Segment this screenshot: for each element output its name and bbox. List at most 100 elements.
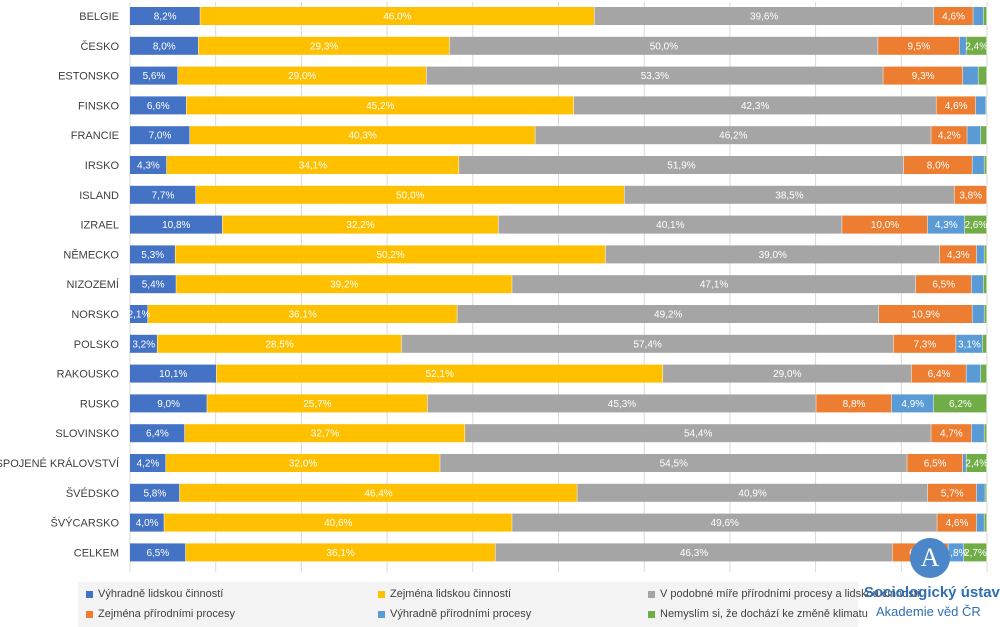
bar-segment [179, 483, 578, 502]
bar-segment [166, 156, 460, 174]
data-label: 10,0% [871, 220, 899, 231]
data-label: 8,8% [843, 399, 866, 410]
bar-segment [883, 66, 964, 85]
category-label: NĚMECKO [63, 248, 119, 261]
data-label: 50,0% [396, 190, 424, 201]
bar-segment [972, 156, 985, 174]
data-label: 3,1% [958, 339, 981, 350]
bar-segment [971, 424, 985, 443]
data-label: 4,6% [942, 12, 965, 23]
data-label: 32,0% [289, 459, 317, 470]
category-label: ČESKO [80, 40, 119, 53]
data-label: 6,5% [146, 548, 169, 559]
data-label: 4,7% [940, 429, 963, 440]
bar-segment [984, 156, 987, 174]
category-label: ŠVÝCARSKO [51, 517, 120, 530]
legend-item: V podobné míře přírodními procesy a lids… [648, 588, 920, 600]
data-label: 34,1% [299, 161, 327, 172]
bar-segment [200, 7, 595, 25]
category-label: ISLAND [79, 190, 119, 202]
bar-segment [891, 394, 934, 413]
bar-segment [939, 245, 977, 264]
data-label: 51,9% [667, 161, 695, 172]
legend-item: Zejména lidskou činností [378, 588, 511, 600]
bar-segment [605, 245, 940, 264]
data-label: 46,3% [680, 548, 708, 559]
category-label: SPOJENÉ KRÁLOVSTVÍ [0, 457, 120, 470]
bar-segment [130, 96, 187, 115]
legend-swatch [648, 610, 655, 618]
data-label: 29,0% [288, 71, 316, 82]
data-label: 5,6% [143, 71, 166, 82]
bar-segment [915, 275, 972, 294]
category-label: ESTONSKO [58, 71, 119, 83]
institution-logo: A Sociologický ústav Akademie věd ČR [860, 538, 1000, 627]
data-label: 3,8% [959, 190, 982, 201]
bar-segment [130, 215, 223, 234]
bar-segment [147, 305, 458, 323]
category-label: IZRAEL [80, 220, 119, 232]
bar-segment [130, 424, 185, 443]
data-label: 39,2% [330, 280, 358, 291]
data-label: 6,4% [928, 369, 951, 380]
legend: Výhradně lidskou činností Zejména lidskou… [78, 582, 920, 627]
bar-segment [130, 334, 158, 353]
bar-segment [130, 305, 148, 323]
logo-title: Sociologický ústav [864, 584, 1000, 601]
bar-segment [964, 215, 987, 234]
data-label: 7,7% [152, 190, 175, 201]
bar-segment [976, 245, 985, 264]
data-label: 2,4% [965, 459, 988, 470]
bar-segment [981, 126, 987, 145]
bar-segment [459, 156, 904, 174]
data-label: 25,7% [303, 399, 331, 410]
stacked-bar-chart: 8,2% 46,0% 39,6% 4,6% 8,0% 29,3% 50,0% 9,5% 2,4%… [0, 2, 988, 572]
bars: 8,2% 46,0% 39,6% 4,6% 8,0% 29,3% 50,0% 9,5% 2,4%… [128, 7, 988, 562]
bar-segment [907, 454, 964, 472]
data-label: 5,8% [143, 488, 166, 499]
data-label: 49,6% [711, 518, 739, 529]
bar-segment [937, 513, 977, 532]
bar-segment [157, 334, 402, 353]
bar-segment [911, 364, 967, 383]
legend-swatch [648, 590, 655, 598]
bar-segment [401, 334, 894, 353]
bar-segment [842, 215, 928, 234]
data-label: 8,0% [927, 161, 950, 172]
bar-segment [954, 185, 987, 204]
bar-segment [984, 245, 987, 264]
bar-segment [130, 36, 199, 55]
data-label: 32,7% [311, 429, 339, 440]
data-label: 39,0% [759, 250, 787, 261]
bar-segment [976, 513, 985, 532]
bar-segment [512, 275, 916, 294]
data-label: 36,1% [326, 548, 354, 559]
bar-segment [984, 305, 987, 323]
data-label: 42,3% [741, 101, 769, 112]
data-label: 46,2% [719, 131, 747, 142]
bar-segment [981, 364, 987, 383]
data-label: 40,1% [656, 220, 684, 231]
bar-segment [535, 126, 932, 145]
bar-segment [130, 7, 201, 25]
legend-label: V podobné míře přírodními procesy a lids… [660, 588, 920, 600]
bar-segment [130, 66, 178, 85]
legend-swatch [378, 590, 385, 598]
bar-segment [175, 245, 606, 264]
bar-segment [216, 364, 664, 383]
bar-segment [966, 454, 987, 472]
data-label: 4,3% [935, 220, 958, 231]
category-label: NIZOZEMÍ [66, 278, 119, 291]
bar-segment [440, 454, 908, 472]
data-label: 46,4% [364, 488, 392, 499]
data-label: 52,1% [426, 369, 454, 380]
bar-segment [498, 215, 843, 234]
bar-segment [130, 454, 166, 472]
bar-segment [966, 36, 987, 55]
bar-segment [973, 7, 984, 25]
bar-segment [972, 305, 985, 323]
data-label: 29,3% [310, 41, 338, 52]
legend-label: Nemyslím si, že dochází ke změně klimatu [660, 608, 868, 620]
bar-segment [927, 215, 965, 234]
legend-item: Výhradně lidskou činností [86, 588, 223, 600]
